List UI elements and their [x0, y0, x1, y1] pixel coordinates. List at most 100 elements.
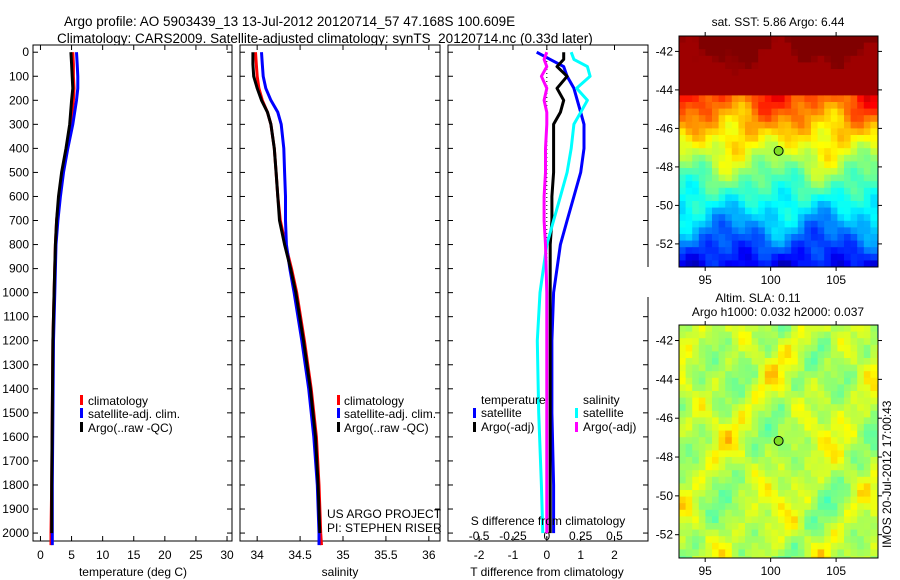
- heatmap-cell: [745, 496, 753, 504]
- legend-label: satellite-adj. clim.: [88, 407, 180, 421]
- heatmap-cell: [784, 542, 792, 550]
- heatmap-cell: [751, 325, 759, 333]
- heatmap-cell: [791, 358, 799, 366]
- heatmap-cell: [771, 523, 779, 531]
- heatmap-cell: [771, 62, 779, 70]
- heatmap-cell: [870, 437, 878, 445]
- heatmap-cell: [718, 331, 726, 339]
- heatmap-cell: [784, 496, 792, 504]
- heatmap-cell: [712, 260, 720, 268]
- heatmap-cell: [811, 49, 819, 57]
- difference-secondary-xlabel: S difference from climatology: [471, 514, 626, 528]
- heatmap-cell: [725, 483, 733, 491]
- heatmap-cell: [758, 253, 766, 261]
- heatmap-cell: [758, 115, 766, 123]
- heatmap-cell: [692, 483, 700, 491]
- temperature-legend: climatology satellite-adj. clim. Argo(..…: [80, 394, 180, 435]
- heatmap-cell: [718, 247, 726, 255]
- lat-tick-label: -46: [656, 411, 674, 425]
- heatmap-cell: [863, 344, 871, 352]
- heatmap-cell: [817, 49, 825, 57]
- heatmap-cell: [751, 338, 759, 346]
- heatmap-cell: [824, 69, 832, 77]
- series-line-argo-raw-qc-: [50, 52, 75, 534]
- heatmap-cell: [857, 135, 865, 143]
- heatmap-cell: [797, 187, 805, 195]
- heatmap-cell: [863, 102, 871, 110]
- heatmap-cell: [870, 476, 878, 484]
- salinity-xlabel: salinity: [322, 565, 359, 579]
- heatmap-cell: [797, 470, 805, 478]
- legend-label: Argo(-adj): [481, 420, 534, 434]
- heatmap-cell: [804, 384, 812, 392]
- heatmap-cell: [698, 181, 706, 189]
- heatmap-cell: [679, 351, 687, 359]
- heatmap-cell: [791, 410, 799, 418]
- heatmap-cell: [784, 529, 792, 537]
- heatmap-cell: [725, 542, 733, 550]
- heatmap-cell: [731, 194, 739, 202]
- heatmap-cell: [811, 62, 819, 70]
- heatmap-cell: [791, 443, 799, 451]
- heatmap-cell: [685, 542, 693, 550]
- lat-tick-label: -42: [656, 44, 674, 58]
- heatmap-cell: [771, 108, 779, 116]
- heatmap-cell: [738, 351, 746, 359]
- heatmap-cell: [718, 82, 726, 90]
- heatmap-cell: [844, 42, 852, 50]
- heatmap-cell: [824, 82, 832, 90]
- heatmap-cell: [712, 95, 720, 103]
- heatmap-cell: [844, 364, 852, 372]
- heatmap-cell: [745, 509, 753, 517]
- heatmap-cell: [692, 260, 700, 268]
- heatmap-cell: [804, 470, 812, 478]
- heatmap-cell: [738, 404, 746, 412]
- heatmap-cell: [844, 331, 852, 339]
- heatmap-cell: [725, 247, 733, 255]
- heatmap-cell: [870, 174, 878, 182]
- heatmap-cell: [857, 516, 865, 524]
- heatmap-cell: [692, 201, 700, 209]
- heatmap-cell: [797, 496, 805, 504]
- heatmap-cell: [771, 549, 779, 557]
- heatmap-cell: [817, 82, 825, 90]
- heatmap-cell: [758, 457, 766, 465]
- heatmap-cell: [784, 234, 792, 242]
- heatmap-cell: [824, 391, 832, 399]
- heatmap-cell: [817, 397, 825, 405]
- heatmap-cell: [751, 36, 759, 44]
- heatmap-cell: [712, 247, 720, 255]
- heatmap-cell: [692, 397, 700, 405]
- heatmap-cell: [824, 476, 832, 484]
- lat-tick-label: -46: [656, 121, 674, 135]
- heatmap-cell: [817, 450, 825, 458]
- heatmap-cell: [797, 463, 805, 471]
- heatmap-cell: [830, 463, 838, 471]
- heatmap-cell: [745, 371, 753, 379]
- heatmap-cell: [725, 358, 733, 366]
- heatmap-cell: [698, 49, 706, 57]
- heatmap-cell: [863, 437, 871, 445]
- heatmap-cell: [771, 417, 779, 425]
- heatmap-cell: [725, 49, 733, 57]
- heatmap-cell: [784, 75, 792, 83]
- heatmap-cell: [685, 503, 693, 511]
- heatmap-cell: [870, 384, 878, 392]
- heatmap-cell: [731, 344, 739, 352]
- heatmap-cell: [863, 483, 871, 491]
- heatmap-cell: [771, 476, 779, 484]
- heatmap-cell: [731, 476, 739, 484]
- heatmap-cell: [817, 483, 825, 491]
- heatmap-cell: [745, 391, 753, 399]
- heatmap-cell: [698, 496, 706, 504]
- heatmap-cell: [857, 397, 865, 405]
- heatmap-cell: [764, 168, 772, 176]
- heatmap-cell: [811, 509, 819, 517]
- heatmap-cell: [784, 443, 792, 451]
- heatmap-cell: [679, 154, 687, 162]
- heatmap-cell: [857, 253, 865, 261]
- heatmap-cell: [712, 331, 720, 339]
- heatmap-cell: [824, 181, 832, 189]
- heatmap-cell: [712, 227, 720, 235]
- x-tick-label: 0: [37, 548, 44, 562]
